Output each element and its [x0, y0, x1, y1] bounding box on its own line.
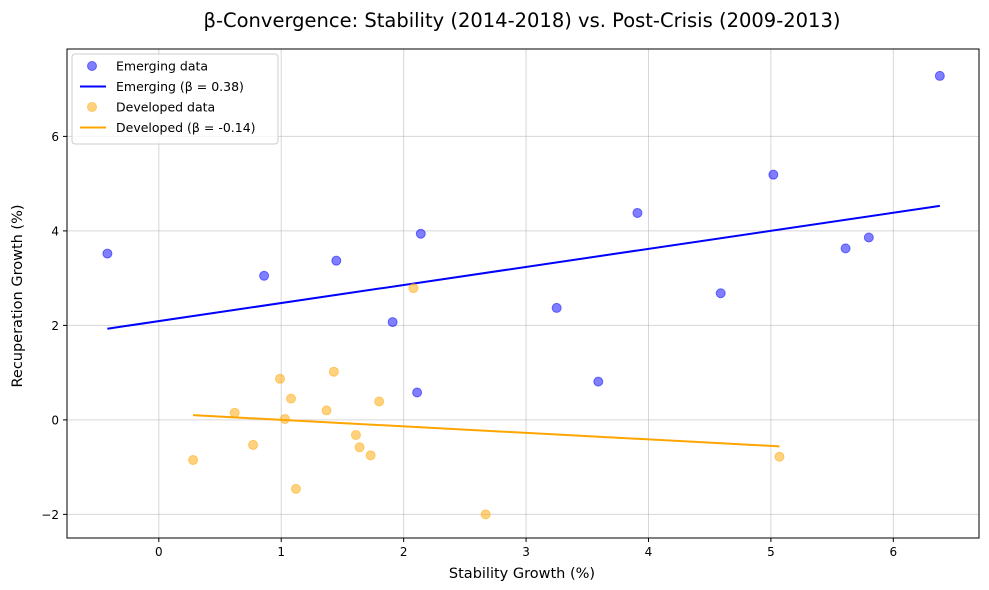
y-tick-label: −2: [41, 508, 59, 522]
y-tick-label: 4: [51, 224, 59, 238]
data-point: [331, 255, 342, 266]
x-tick-label: 2: [400, 545, 408, 559]
data-point: [290, 483, 301, 494]
data-point: [480, 509, 491, 520]
data-point: [321, 405, 332, 416]
legend-label: Emerging (β = 0.38): [116, 79, 244, 94]
data-point: [354, 442, 365, 453]
legend: Emerging data Emerging (β = 0.38) Develope…: [71, 53, 279, 145]
legend-box: [71, 53, 279, 145]
axis-ticks: 0 1 2 3 4 5 6 −2 0 2 4 6: [41, 130, 897, 559]
y-tick-label: 2: [51, 319, 59, 333]
data-point: [259, 270, 270, 281]
data-point: [768, 169, 779, 180]
data-point: [275, 373, 286, 384]
legend-marker: [87, 61, 97, 71]
y-tick-label: 0: [51, 413, 59, 427]
data-point: [365, 450, 376, 461]
data-point: [328, 366, 339, 377]
data-point: [632, 207, 643, 218]
legend-label: Developed (β = -0.14): [116, 120, 256, 135]
data-point: [412, 387, 423, 398]
chart-title: β-Convergence: Stability (2014-2018) vs.…: [204, 9, 841, 32]
legend-label: Developed data: [116, 100, 215, 115]
data-point: [229, 407, 240, 418]
plot-frame: [66, 48, 980, 539]
regression-line: [193, 414, 780, 448]
x-tick-label: 4: [645, 545, 653, 559]
data-point: [374, 396, 385, 407]
data-point: [774, 451, 785, 462]
data-point: [279, 413, 290, 424]
data-point: [286, 393, 297, 404]
x-tick-label: 5: [767, 545, 775, 559]
data-point: [188, 455, 199, 466]
data-point: [415, 228, 426, 239]
x-tick-label: 0: [155, 545, 163, 559]
data-point: [593, 376, 604, 387]
data-point: [934, 70, 945, 81]
data-point: [248, 439, 259, 450]
data-point: [840, 243, 851, 254]
x-tick-label: 3: [522, 545, 530, 559]
data-point: [350, 430, 361, 441]
y-tick-label: 6: [51, 130, 59, 144]
data-point: [863, 232, 874, 243]
data-point: [102, 248, 113, 259]
x-axis-label: Stability Growth (%): [449, 566, 595, 582]
data-point: [387, 317, 398, 328]
x-tick-label: 6: [889, 545, 897, 559]
regression-line: [107, 204, 940, 330]
data-point: [551, 302, 562, 313]
series-layer: [102, 70, 945, 520]
legend-label: Emerging data: [116, 59, 208, 74]
x-tick-label: 1: [277, 545, 285, 559]
legend-marker: [87, 102, 97, 112]
data-point: [715, 288, 726, 299]
data-point: [408, 283, 419, 294]
y-axis-label: Recuperation Growth (%): [10, 204, 26, 387]
